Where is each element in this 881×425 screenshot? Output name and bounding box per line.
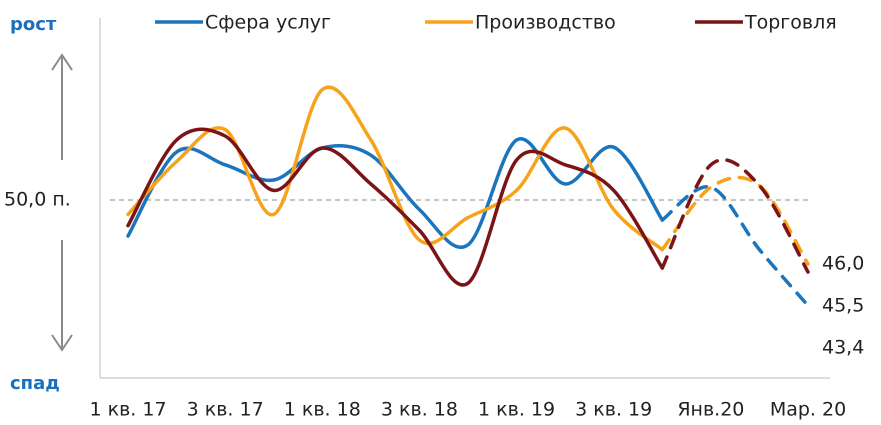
x-tick-label: 3 кв. 19 bbox=[575, 399, 652, 421]
series-line bbox=[660, 158, 810, 274]
reference-label: 50,0 п. bbox=[4, 189, 71, 211]
series-line bbox=[126, 127, 665, 287]
x-tick-label: 1 кв. 18 bbox=[284, 399, 361, 421]
x-tick-label: 1 кв. 17 bbox=[89, 399, 166, 421]
x-tick-label: 1 кв. 19 bbox=[478, 399, 555, 421]
series-line bbox=[660, 175, 810, 266]
value-label: 45,5 bbox=[822, 295, 864, 317]
value-label: 43,4 bbox=[822, 337, 864, 359]
x-tick-label: 3 кв. 18 bbox=[381, 399, 458, 421]
arrows bbox=[51, 53, 73, 352]
x-tick-label: 3 кв. 17 bbox=[187, 399, 264, 421]
series-line bbox=[126, 85, 665, 252]
legend-label: Сфера услуг bbox=[205, 12, 331, 34]
annotation: рост bbox=[10, 14, 57, 35]
value-label: 46,0 bbox=[822, 253, 864, 275]
annotation: спад bbox=[10, 373, 60, 394]
x-tick-label: Янв.20 bbox=[677, 399, 744, 421]
series-line bbox=[660, 185, 810, 308]
legend-label: Производство bbox=[475, 12, 616, 34]
x-tick-label: Мар. 20 bbox=[770, 399, 846, 421]
series-line bbox=[126, 137, 665, 249]
legend-label: Торговля bbox=[744, 12, 837, 34]
